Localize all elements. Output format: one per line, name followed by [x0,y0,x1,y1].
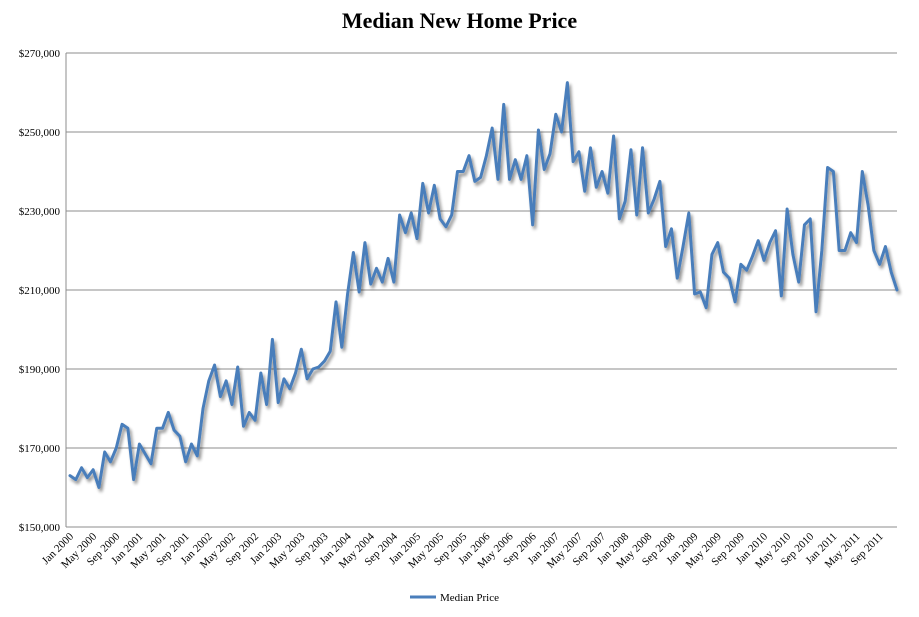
legend: Median Price [410,592,499,604]
gridlines [66,52,897,528]
y-tick-label: $250,000 [19,127,61,139]
y-tick-label: $230,000 [19,206,61,218]
series-layer [68,81,899,489]
axes [65,53,897,528]
legend-label-median-price: Median Price [440,592,499,604]
y-tick-label: $150,000 [19,522,61,534]
y-tick-label: $270,000 [19,48,61,60]
y-tick-label: $210,000 [19,285,61,297]
y-tick-labels: $150,000 $170,000 $190,000 $210,000 $230,000… [19,48,61,534]
chart-title: Median New Home Price [341,8,578,33]
y-tick-label: $170,000 [19,443,61,455]
series-line-median-price [68,81,899,489]
y-tick-label: $190,000 [19,364,61,376]
